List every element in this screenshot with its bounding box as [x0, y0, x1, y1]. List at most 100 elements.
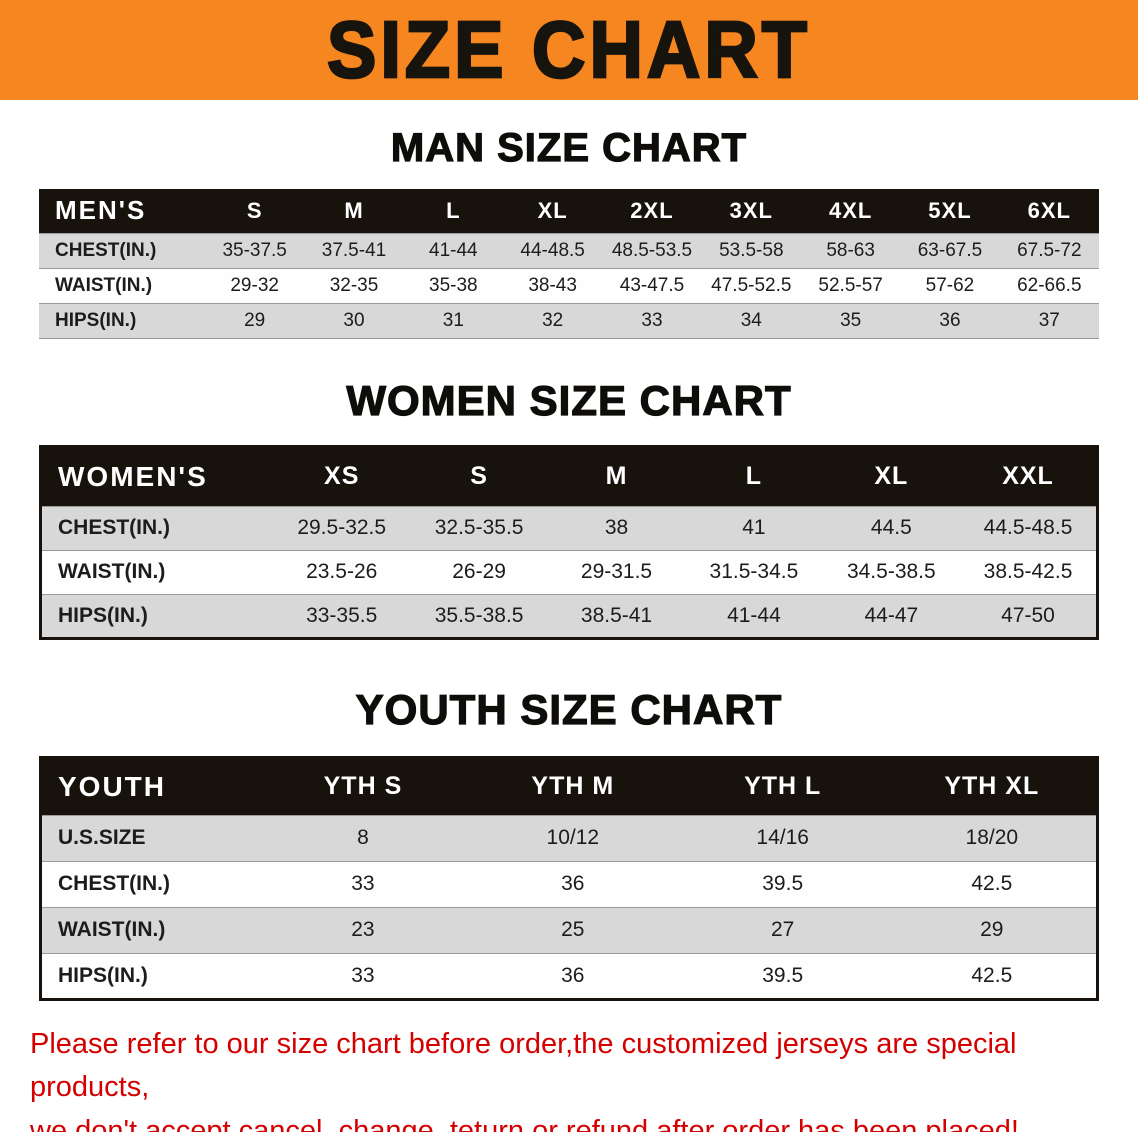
table-value-cell: 29-31.5	[580, 560, 653, 583]
women-size-section: WOMEN SIZE CHART WOMEN'S XS S M L XL XXL CHEST(…	[0, 376, 1138, 640]
table-row: WAIST(IN.) 23 25 27 29	[40, 907, 1098, 953]
table-value-cell: 33	[351, 963, 375, 987]
column-header-cell: XL	[874, 462, 909, 490]
column-header-cell: 6XL	[1027, 197, 1071, 223]
table-value-cell: 26-29	[452, 560, 506, 583]
table-value-cell: 63-67.5	[917, 239, 983, 261]
table-value-cell: 53.5-58	[719, 239, 784, 261]
table-value-cell: 34	[740, 309, 762, 331]
column-header-cell: YTH M	[531, 772, 615, 800]
youth-section-heading: YOUTH SIZE CHART	[355, 685, 783, 733]
column-header-cell: 5XL	[928, 197, 972, 223]
table-value-cell: 42.5	[971, 872, 1013, 895]
table-value-cell: 25	[561, 918, 585, 941]
column-header-cell: YTH XL	[944, 772, 1040, 800]
table-value-cell: 31	[442, 309, 464, 331]
table-value-cell: 34.5-38.5	[846, 560, 936, 583]
table-value-cell: 35.5-38.5	[434, 603, 524, 627]
table-value-cell: 33-35.5	[306, 603, 378, 627]
table-value-cell: 29-32	[230, 274, 279, 296]
column-header-cell: 3XL	[729, 197, 773, 223]
table-value-cell: 36	[939, 309, 961, 331]
table-value-cell: 33	[641, 309, 663, 331]
column-header-cell: 4XL	[828, 197, 873, 223]
table-value-cell: 32	[542, 309, 564, 331]
column-header-cell: M	[605, 462, 628, 490]
column-header-cell: XL	[537, 197, 568, 223]
table-row: CHEST(IN.) 33 36 39.5 42.5	[40, 861, 1098, 907]
table-value-cell: 67.5-72	[1017, 239, 1082, 261]
column-header-cell: YTH L	[744, 772, 822, 800]
men-section-heading: MAN SIZE CHART	[390, 125, 748, 170]
table-value-cell: 8	[357, 826, 369, 849]
table-value-cell: 32-35	[329, 274, 379, 296]
table-value-cell: 43-47.5	[619, 274, 685, 296]
table-value-cell: 52.5-57	[818, 274, 883, 296]
table-value-cell: 36	[561, 963, 585, 987]
table-value-cell: 44.5-48.5	[983, 516, 1073, 539]
table-value-cell: 27	[771, 918, 795, 941]
table-row: CHEST(IN.) 35-37.5 37.5-41 41-44 44-48.5 48.5…	[39, 233, 1099, 268]
table-title-cell: YOUTH	[58, 770, 166, 802]
table-row: WAIST(IN.) 23.5-26 26-29 29-31.5 31.5-34.5 34…	[40, 550, 1098, 594]
column-header-cell: S	[470, 462, 488, 490]
table-value-cell: 41-44	[727, 603, 781, 627]
youth-size-table: YOUTH YTH S YTH M YTH L YTH XL U.S.SIZE 8 10/12…	[39, 755, 1099, 1001]
table-row: CHEST(IN.) 29.5-32.5 32.5-35.5 38 41 44.5 44.5…	[40, 506, 1098, 550]
table-value-cell: 47-50	[1001, 603, 1055, 627]
table-value-cell: 37	[1038, 309, 1060, 331]
table-value-cell: 38-43	[528, 274, 577, 296]
table-value-cell: 35-38	[429, 274, 478, 296]
table-value-cell: 47.5-52.5	[711, 274, 792, 296]
table-value-cell: 29	[244, 309, 266, 331]
table-value-cell: 18/20	[965, 826, 1019, 849]
column-header-cell: YTH S	[323, 772, 403, 800]
table-value-cell: 38	[604, 516, 629, 539]
women-section-heading: WOMEN SIZE CHART	[346, 376, 792, 424]
table-value-cell: 44-48.5	[520, 239, 585, 261]
column-header-cell: XXL	[1002, 462, 1054, 490]
column-header-cell: XS	[324, 462, 360, 490]
table-value-cell: 39.5	[762, 872, 804, 895]
table-value-cell: 62-66.5	[1017, 274, 1082, 296]
column-header-cell: S	[246, 197, 263, 223]
column-header-cell: L	[446, 197, 461, 223]
row-label-cell: CHEST(IN.)	[58, 872, 170, 895]
table-value-cell: 41-44	[429, 239, 478, 261]
women-size-table: WOMEN'S XS S M L XL XXL CHEST(IN.) 29.5-32.5 32.5…	[39, 444, 1099, 640]
table-value-cell: 44.5	[870, 516, 912, 539]
row-label-cell: U.S.SIZE	[58, 826, 146, 849]
table-value-cell: 44-47	[864, 603, 919, 627]
table-value-cell: 29	[980, 918, 1004, 941]
table-value-cell: 32.5-35.5	[434, 516, 524, 539]
table-value-cell: 10/12	[546, 826, 600, 849]
youth-size-section: YOUTH SIZE CHART YOUTH YTH S YTH M YTH L YTH…	[0, 685, 1138, 1001]
table-value-cell: 57-62	[925, 274, 975, 296]
row-label-cell: WAIST(IN.)	[58, 918, 166, 941]
table-value-cell: 39.5	[762, 963, 804, 987]
table-value-cell: 37.5-41	[321, 239, 387, 261]
row-label-cell: WAIST(IN.)	[55, 274, 153, 296]
table-header-row: MEN'S S M L XL 2XL 3XL 4XL 5XL 6XL	[39, 189, 1099, 233]
row-label-cell: WAIST(IN.)	[58, 560, 166, 583]
table-value-cell: 23	[351, 918, 375, 941]
table-header-row: WOMEN'S XS S M L XL XXL	[40, 446, 1098, 506]
table-row: U.S.SIZE 8 10/12 14/16 18/20	[40, 815, 1098, 861]
table-header-row: YOUTH YTH S YTH M YTH L YTH XL	[40, 757, 1098, 815]
column-header-cell: L	[745, 462, 763, 490]
table-value-cell: 42.5	[971, 963, 1013, 987]
row-label-cell: HIPS(IN.)	[58, 603, 148, 627]
note-line-1: Please refer to our size chart before or…	[30, 1027, 1017, 1104]
table-value-cell: 35	[840, 309, 862, 331]
table-value-cell: 29.5-32.5	[297, 516, 387, 539]
table-row: WAIST(IN.) 29-32 32-35 35-38 38-43 43-47.5 47.…	[39, 268, 1099, 303]
table-row: HIPS(IN.) 33 36 39.5 42.5	[40, 953, 1098, 999]
page-title: SIZE CHART	[326, 4, 811, 95]
table-row: HIPS(IN.) 33-35.5 35.5-38.5 38.5-41 41-44 44-…	[40, 594, 1098, 638]
row-label-cell: HIPS(IN.)	[55, 309, 137, 331]
footer-note: Please refer to our size chart before or…	[0, 1023, 1138, 1132]
column-header-cell: M	[344, 197, 364, 223]
table-value-cell: 58-63	[826, 239, 875, 261]
note-line-2: we don't accept cancel, change, teturn o…	[30, 1114, 1019, 1132]
table-value-cell: 31.5-34.5	[709, 560, 799, 583]
